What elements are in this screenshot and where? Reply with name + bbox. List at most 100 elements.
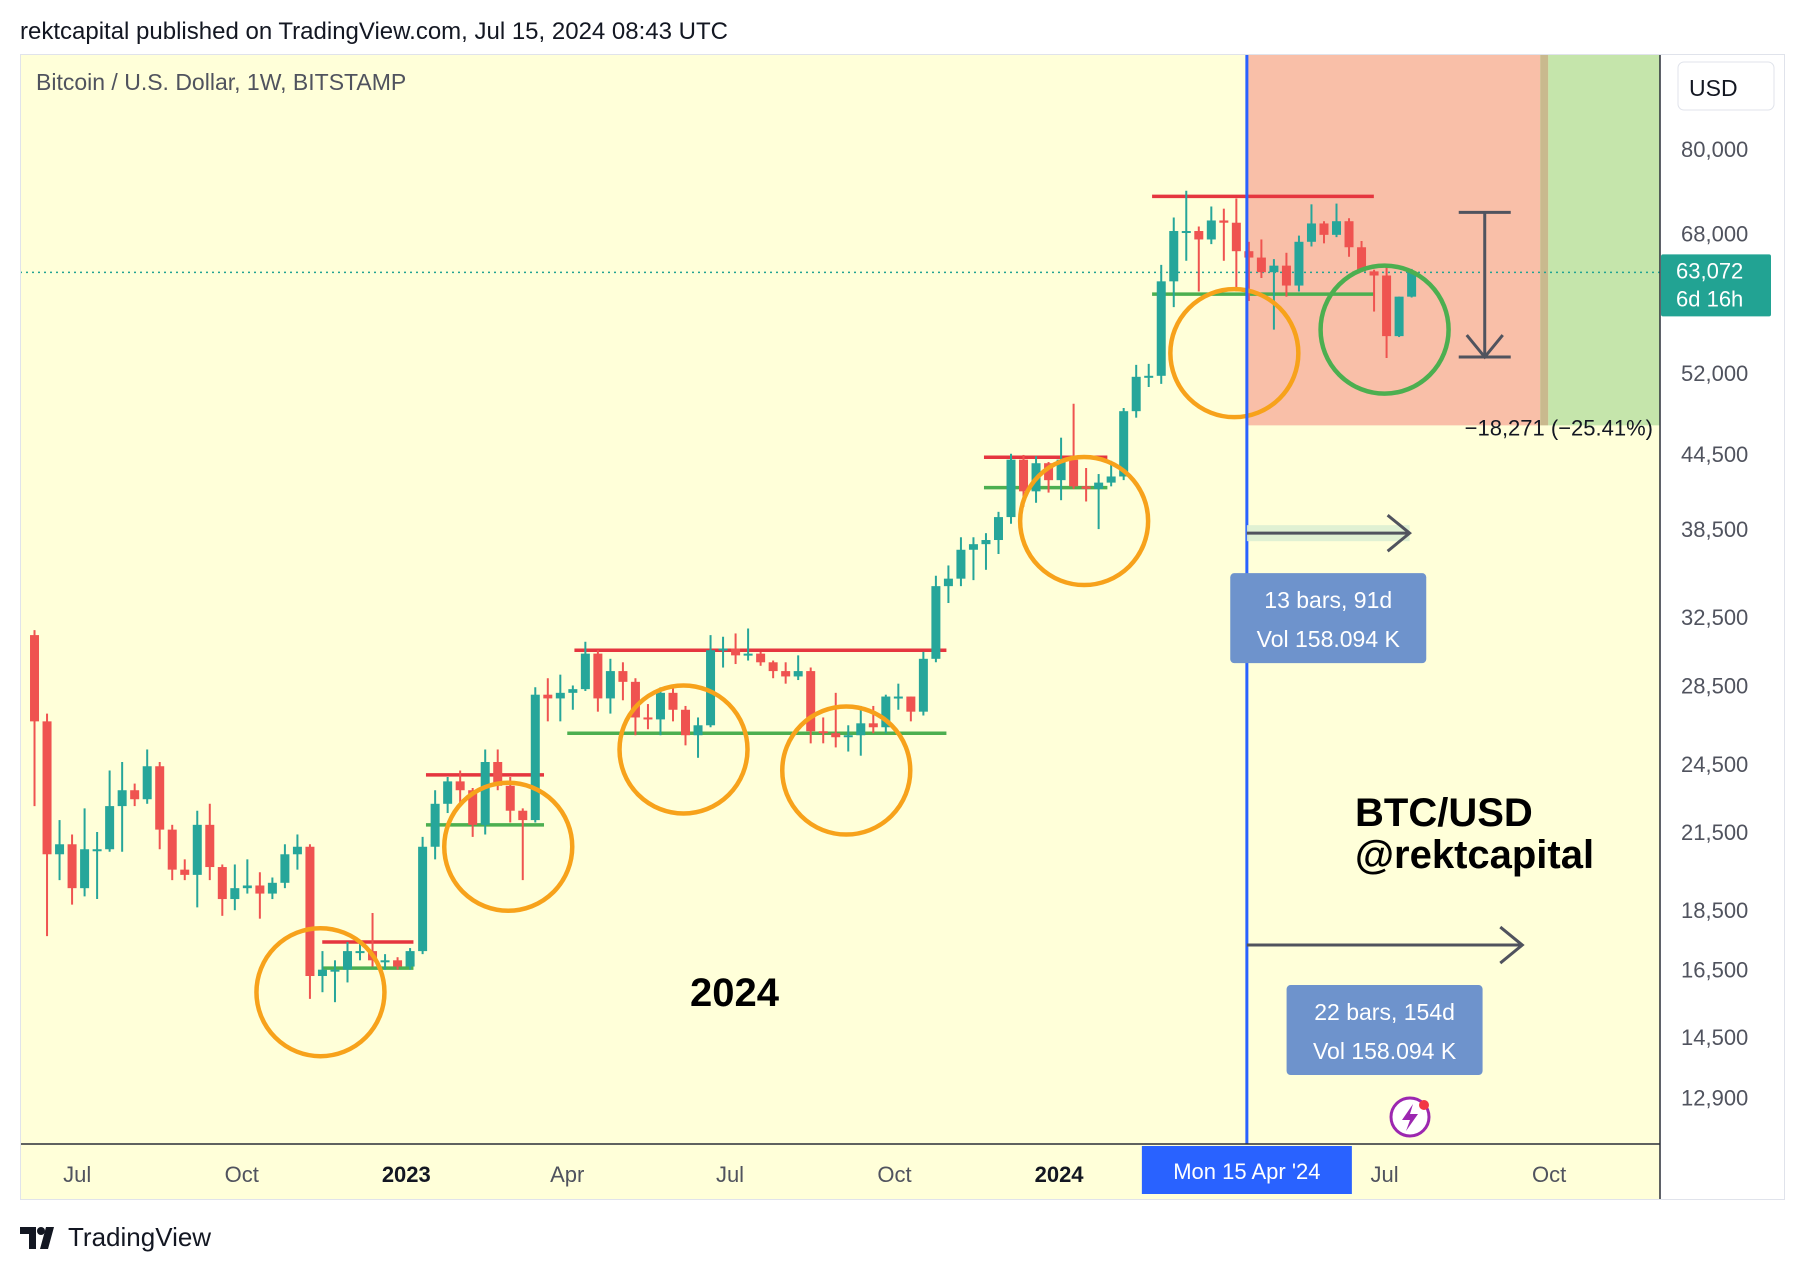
candle-down xyxy=(1231,198,1241,292)
range-label-box xyxy=(1230,573,1427,664)
candle-body xyxy=(55,844,65,855)
currency-button[interactable] xyxy=(1677,61,1775,111)
range-annotation[interactable]: 22 bars, 154d Vol 158.094 K xyxy=(1246,925,1525,1076)
candle-up xyxy=(1169,217,1179,308)
candle-body xyxy=(568,689,578,693)
candle-body xyxy=(355,951,365,954)
candle-up xyxy=(1006,453,1016,524)
candle-down xyxy=(1069,403,1079,489)
range-arrow-head xyxy=(1386,514,1412,553)
axis-tags: Mon 15 Apr '24 63,072 6d 16h xyxy=(1141,254,1771,1194)
price-tick-label: 18,500 xyxy=(1681,898,1748,923)
candle-up xyxy=(280,844,290,889)
candle-body xyxy=(856,723,866,736)
candle-body xyxy=(931,586,941,659)
candle-body xyxy=(1094,482,1104,489)
candle-down xyxy=(768,660,778,679)
highlight-circles xyxy=(254,263,1451,1059)
candle-body xyxy=(443,781,453,804)
candle-body xyxy=(518,810,528,821)
time-tick-label: 2023 xyxy=(382,1162,431,1187)
candle-body xyxy=(1106,476,1116,483)
time-tick-label: Oct xyxy=(225,1162,259,1187)
price-axis-background[interactable] xyxy=(1660,54,1785,1200)
candle-up xyxy=(943,565,953,603)
price-tick-label: 44,500 xyxy=(1681,442,1748,467)
candle-body xyxy=(1306,223,1316,242)
time-axis-background[interactable] xyxy=(20,1144,1660,1200)
last-price-value: 63,072 xyxy=(1676,258,1743,283)
candle-body xyxy=(1244,251,1254,258)
publish-info: rektcapital published on TradingView.com… xyxy=(20,18,728,45)
orange-highlight-circle xyxy=(617,683,750,816)
orange-highlight-circle xyxy=(1168,286,1301,420)
candle-body xyxy=(681,709,691,736)
tradingview-logo-icon[interactable] xyxy=(20,1226,60,1249)
candle-down xyxy=(518,808,528,881)
last-price-tag: 63,072 6d 16h xyxy=(1661,254,1771,317)
candle-body xyxy=(255,885,265,894)
candle-body xyxy=(918,658,928,712)
candle-body xyxy=(818,731,828,734)
candle-up xyxy=(693,717,703,758)
candle-body xyxy=(718,648,728,651)
price-tick-label: 16,500 xyxy=(1681,958,1748,983)
date-marker-tag-label: Mon 15 Apr '24 xyxy=(1173,1159,1320,1184)
candle-body xyxy=(1319,223,1329,235)
candle-up xyxy=(918,651,928,716)
candle-body xyxy=(305,846,315,977)
measure-arrow xyxy=(1458,210,1511,360)
candle-body xyxy=(555,692,565,699)
range-annotation[interactable]: 13 bars, 91d Vol 158.094 K xyxy=(1230,514,1427,664)
candle-body xyxy=(1281,265,1291,286)
candle-up xyxy=(142,749,152,804)
candle-body xyxy=(1382,275,1392,337)
target-zone xyxy=(1548,54,1660,426)
candle-up xyxy=(480,749,490,835)
candle-body xyxy=(530,694,540,821)
candle-up xyxy=(1156,264,1166,384)
candle-body xyxy=(205,824,215,868)
btc-weekly-chart[interactable]: −18,271 (−25.41%) 13 bars, 91d Vol 158.09… xyxy=(20,54,1785,1200)
candle-up xyxy=(893,683,903,710)
candle-down xyxy=(167,824,177,881)
price-tick-label: 52,000 xyxy=(1681,361,1748,386)
candle-down xyxy=(1219,208,1229,261)
time-tick-label: 2024 xyxy=(1035,1162,1085,1187)
candle-down xyxy=(806,667,816,744)
candle-body xyxy=(806,671,816,732)
candle-up xyxy=(418,836,428,955)
price-tick-label: 80,000 xyxy=(1681,137,1748,162)
candle-down xyxy=(455,770,465,807)
candle-body xyxy=(593,653,603,699)
candle-body xyxy=(655,692,665,720)
footer-brand[interactable]: TradingView xyxy=(68,1222,212,1252)
candle-body xyxy=(731,648,741,656)
candle-body xyxy=(893,696,903,699)
chart-container[interactable]: −18,271 (−25.41%) 13 bars, 91d Vol 158.09… xyxy=(20,54,1785,1200)
candle-up xyxy=(330,960,340,1003)
candle-down xyxy=(756,651,766,666)
candle-body xyxy=(1019,459,1029,492)
brand-line-2: @rektcapital xyxy=(1355,833,1594,877)
time-tick-label: Apr xyxy=(550,1162,584,1187)
price-axis[interactable]: 80,000 68,000 52,000 44,500 38,500 32,500 28,5… xyxy=(1681,137,1748,1111)
candle-body xyxy=(643,717,653,720)
lightning-icon[interactable] xyxy=(1389,1096,1431,1138)
candle-up xyxy=(580,641,590,691)
candle-body xyxy=(993,517,1003,541)
candle-body xyxy=(418,846,428,952)
price-tick-label: 68,000 xyxy=(1681,221,1748,246)
candle-body xyxy=(630,681,640,718)
candle-body xyxy=(192,824,202,875)
candle-body xyxy=(756,653,766,663)
candle-body xyxy=(505,785,515,811)
candle-down xyxy=(618,662,628,701)
candle-up xyxy=(55,820,65,881)
currency-button-label[interactable]: USD xyxy=(1689,75,1738,101)
time-axis[interactable]: Jul Oct 2023 Apr Jul Oct 2024 Jul Oct xyxy=(63,1162,1566,1187)
candle-body xyxy=(405,951,415,967)
candle-body xyxy=(30,635,40,722)
chart-frame xyxy=(20,54,1785,1200)
candle-body xyxy=(981,540,991,545)
